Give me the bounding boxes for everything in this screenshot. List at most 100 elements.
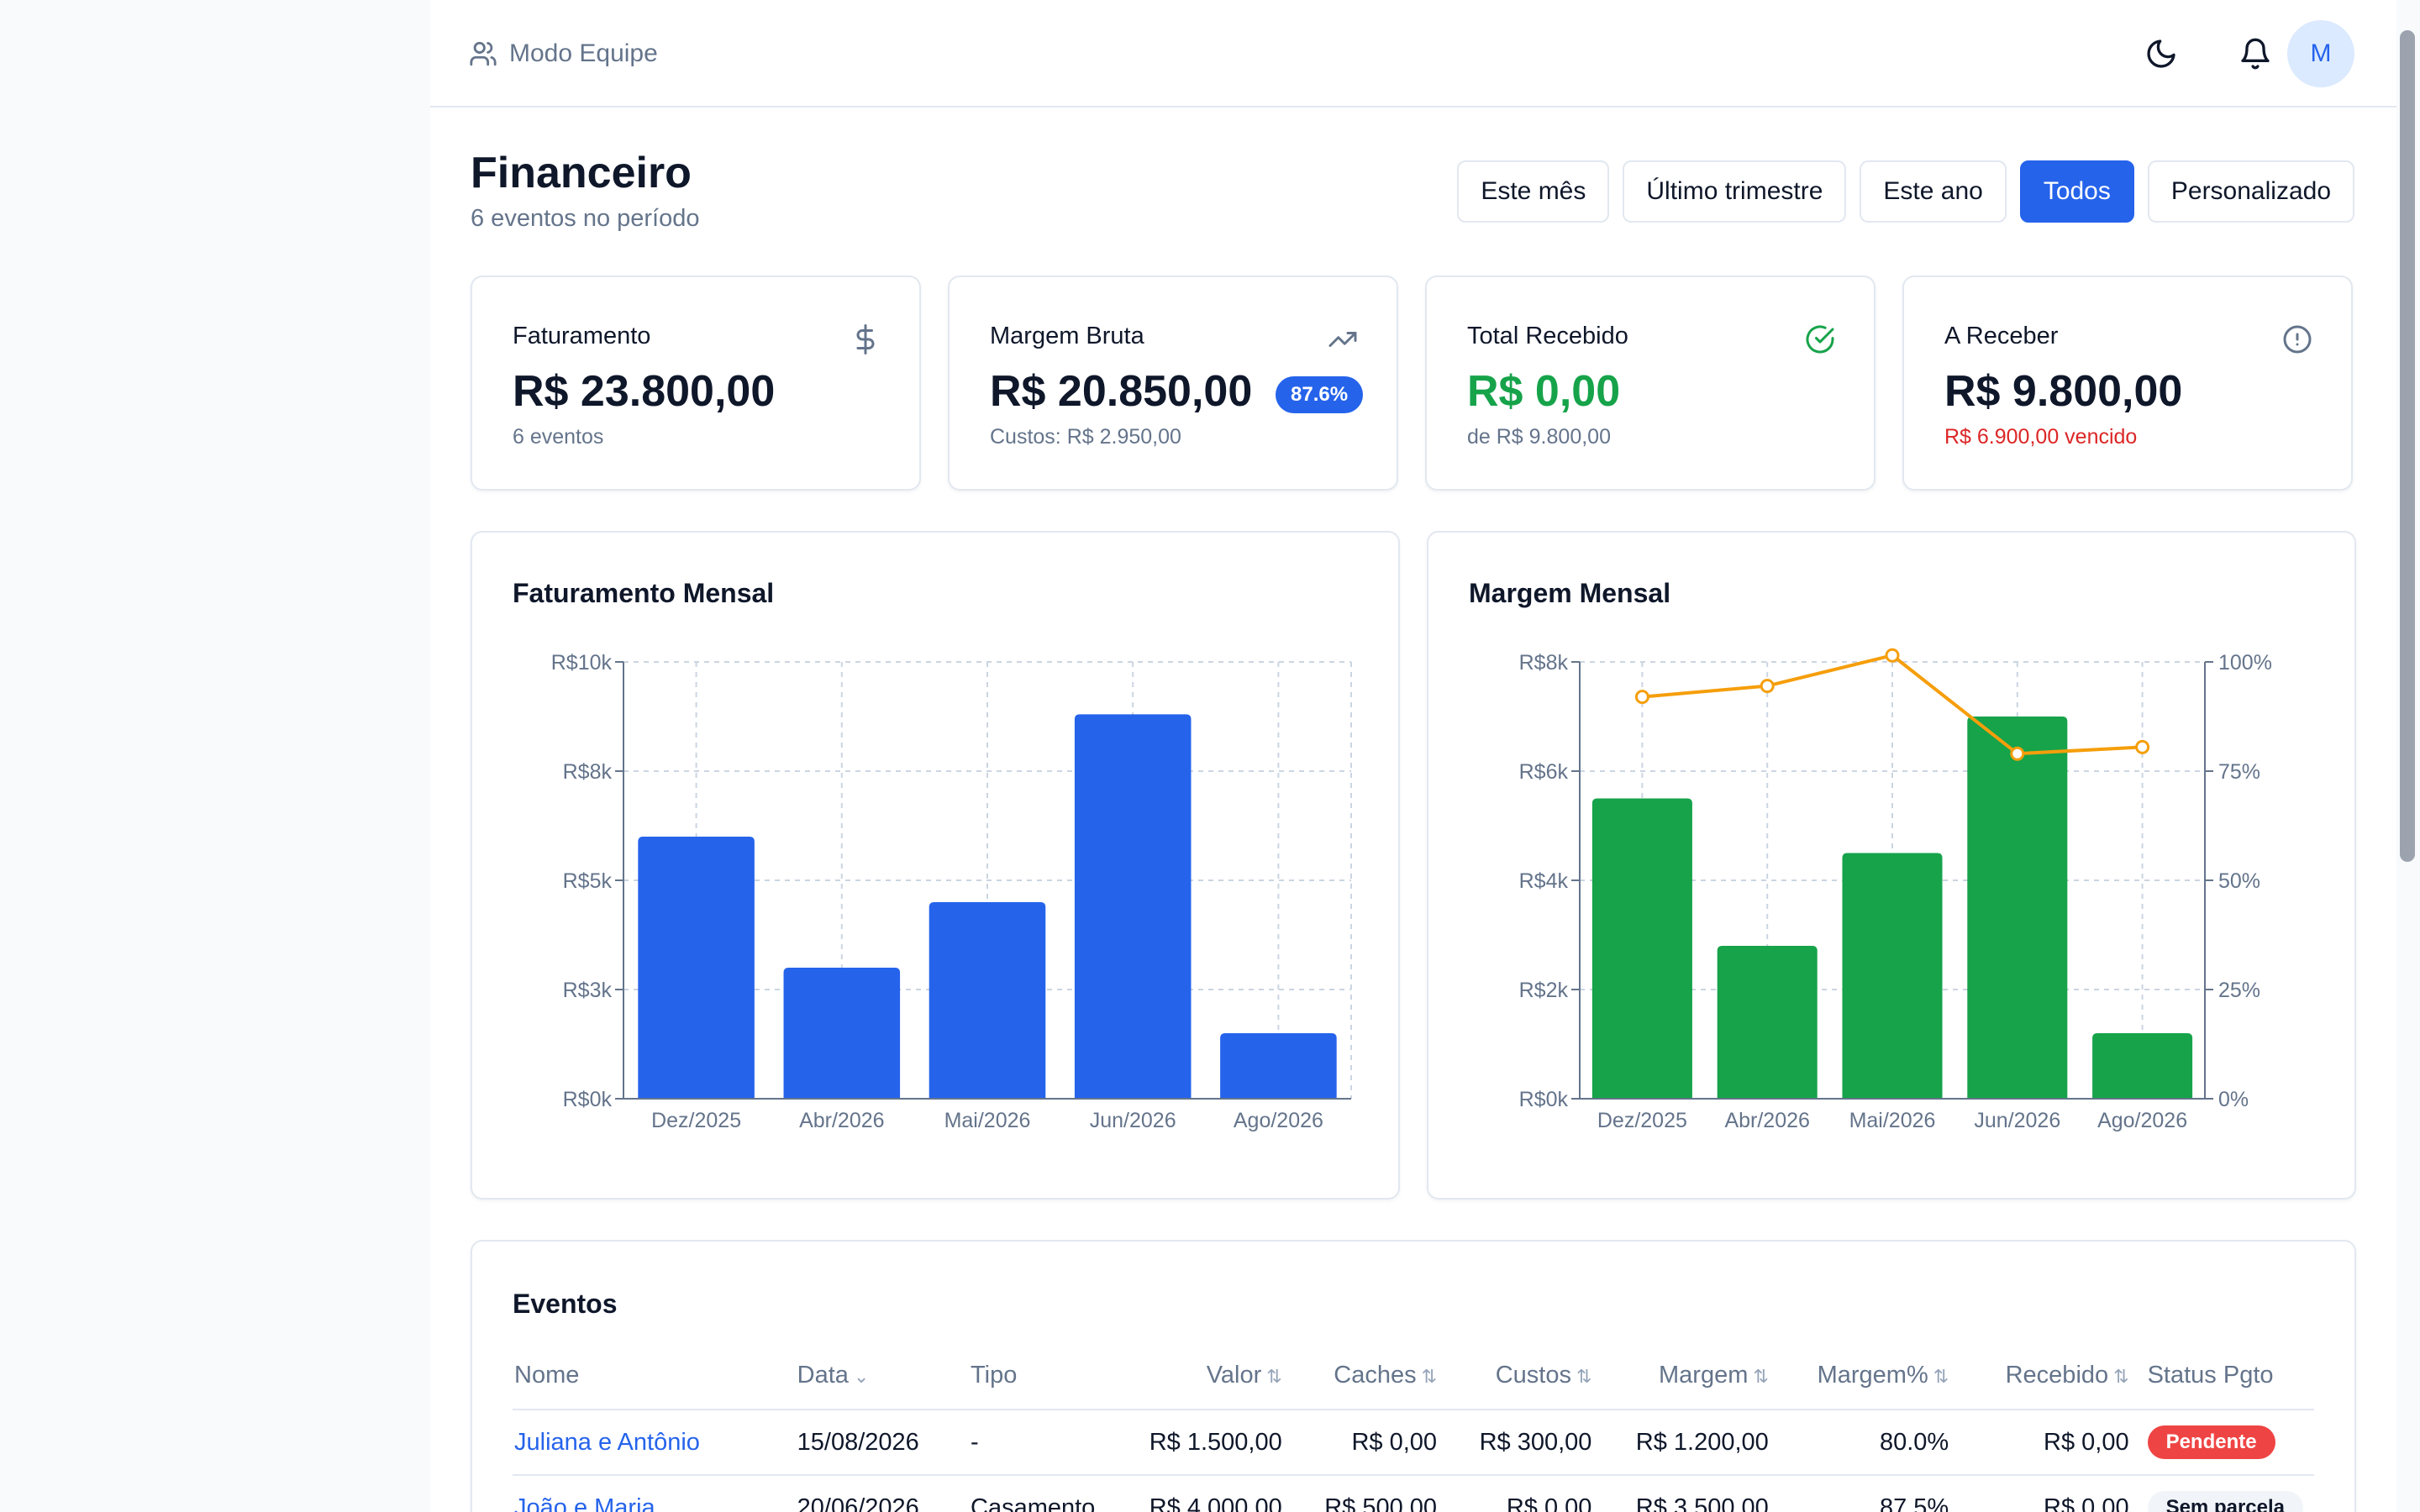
kpi-title: A Receber [1944, 323, 2059, 349]
event-costs: R$ 0,00 [1454, 1475, 1609, 1512]
sort-icon: ⇅ [1576, 1366, 1592, 1387]
kpi-subtext: de R$ 9.800,00 [1467, 425, 1611, 449]
bar [1717, 946, 1818, 1099]
column-header-margin[interactable]: Margem ⇅ [1608, 1342, 1786, 1410]
table-row[interactable]: João e Maria 20/06/2026 Casamento R$ 4.0… [513, 1475, 2314, 1512]
margin-combo-chart: R$0k R$2k R$4k R$6k R$8k 0% 25% 50% 75% 100% Dez/2… [1519, 648, 2272, 1132]
bar [783, 968, 901, 1099]
scrollbar-thumb[interactable] [2400, 30, 2415, 862]
filter-this-year-button[interactable]: Este ano [1860, 160, 2007, 223]
column-header-fees[interactable]: Caches ⇅ [1298, 1342, 1455, 1410]
status-badge: Pendente [2147, 1425, 2275, 1459]
kpi-card-gross-margin: Margem Bruta R$ 20.850,00 87.6% Custos: … [948, 276, 1398, 491]
bar [1591, 798, 1692, 1099]
x-tick-label: Dez/2025 [1597, 1109, 1687, 1132]
bar [1967, 717, 2068, 1099]
event-type: Casamento [969, 1475, 1143, 1512]
events-table: Nome Data ⌄ Tipo Valor ⇅ Caches ⇅ Custos ⇅ M… [513, 1342, 2314, 1512]
y2-tick-label: 75% [2218, 760, 2260, 784]
team-mode-toggle[interactable]: Modo Equipe [469, 35, 658, 72]
event-value: R$ 1.500,00 [1142, 1410, 1299, 1476]
event-received: R$ 0,00 [1965, 1475, 2146, 1512]
moon-icon [2147, 39, 2175, 68]
sort-icon: ⇅ [1266, 1366, 1282, 1387]
sort-icon: ⇅ [1421, 1366, 1438, 1387]
kpi-card-total-received: Total Recebido R$ 0,00 de R$ 9.800,00 [1425, 276, 1876, 491]
sort-icon: ⇅ [2113, 1366, 2129, 1387]
y-tick-label: R$8k [1519, 651, 1569, 675]
main-content: Modo Equipe M Financeiro 6 eventos no pe… [430, 0, 2396, 1512]
events-title: Eventos [513, 1289, 618, 1319]
x-tick-label: Ago/2026 [2097, 1109, 2187, 1132]
bar [2092, 1033, 2193, 1099]
team-mode-label: Modo Equipe [509, 39, 658, 67]
line-point [2010, 746, 2025, 761]
status-badge: Sem parcela [2147, 1491, 2303, 1512]
event-received: R$ 0,00 [1965, 1410, 2146, 1476]
event-value: R$ 4.000,00 [1142, 1475, 1299, 1512]
y-tick-label: R$0k [563, 1088, 613, 1111]
kpi-title: Margem Bruta [990, 323, 1144, 349]
bar [929, 902, 1046, 1099]
column-header-margin-percent[interactable]: Margem% ⇅ [1785, 1342, 1966, 1410]
line-point [1760, 679, 1775, 694]
x-tick-label: Mai/2026 [944, 1109, 1031, 1132]
column-header-name[interactable]: Nome [513, 1342, 796, 1410]
events-card: Eventos Nome Data ⌄ Tipo Valor ⇅ Caches ⇅ C… [471, 1240, 2356, 1512]
filter-last-quarter-button[interactable]: Último trimestre [1623, 160, 1847, 223]
column-header-type[interactable]: Tipo [969, 1342, 1143, 1410]
column-header-date[interactable]: Data ⌄ [795, 1342, 969, 1410]
margin-chart-card: Margem Mensal R$0k R$2k R$4k R$6k R$8k 0% 25% 5… [1427, 531, 2356, 1200]
column-header-received[interactable]: Recebido ⇅ [1965, 1342, 2146, 1410]
filter-custom-button[interactable]: Personalizado [2147, 160, 2354, 223]
bar [1074, 714, 1192, 1099]
page-title: Financeiro [471, 149, 692, 197]
alert-circle-icon [2283, 325, 2312, 354]
sidebar-area [0, 0, 430, 1512]
notifications-button[interactable] [2227, 25, 2284, 82]
column-header-payment-status[interactable]: Status Pgto [2145, 1342, 2314, 1410]
y-tick-label: R$6k [1519, 760, 1569, 784]
y2-tick-label: 50% [2218, 869, 2260, 893]
line-point [2135, 739, 2150, 754]
check-circle-icon [1806, 325, 1834, 354]
kpi-value: R$ 23.800,00 [513, 367, 776, 416]
event-date: 20/06/2026 [795, 1475, 969, 1512]
table-row[interactable]: Juliana e Antônio 15/08/2026 - R$ 1.500,… [513, 1410, 2314, 1476]
event-margin-percent: 80.0% [1785, 1410, 1966, 1476]
theme-toggle-button[interactable] [2133, 25, 2190, 82]
sort-icon: ⇅ [1753, 1366, 1769, 1387]
kpi-title: Total Recebido [1467, 323, 1628, 349]
x-tick-label: Mai/2026 [1849, 1109, 1936, 1132]
kpi-value: R$ 0,00 [1467, 367, 1621, 416]
x-tick-label: Dez/2025 [651, 1109, 741, 1132]
y-tick-label: R$5k [563, 869, 613, 893]
column-header-costs[interactable]: Custos ⇅ [1454, 1342, 1609, 1410]
event-name-link[interactable]: Juliana e Antônio [514, 1428, 700, 1456]
chart-title: Faturamento Mensal [513, 578, 775, 608]
users-icon [470, 41, 497, 66]
filter-this-month-button[interactable]: Este mês [1457, 160, 1610, 223]
top-bar: Modo Equipe M [430, 0, 2396, 108]
table-header-row: Nome Data ⌄ Tipo Valor ⇅ Caches ⇅ Custos ⇅ M… [513, 1342, 2314, 1410]
event-name-link[interactable]: João e Maria [514, 1494, 655, 1512]
x-tick-label: Ago/2026 [1234, 1109, 1323, 1132]
event-type: - [969, 1410, 1143, 1476]
filter-all-button[interactable]: Todos [2019, 160, 2134, 223]
kpi-value: R$ 20.850,00 [990, 367, 1253, 416]
y-tick-label: R$8k [563, 760, 613, 784]
y-tick-label: R$0k [1519, 1088, 1569, 1111]
avatar[interactable]: M [2287, 20, 2354, 87]
y-tick-label: R$4k [1519, 869, 1569, 893]
bar [638, 837, 755, 1099]
y-tick-label: R$3k [563, 979, 613, 1002]
kpi-card-revenue: Faturamento R$ 23.800,00 6 eventos [471, 276, 921, 491]
trending-up-icon [1328, 332, 1357, 347]
kpi-title: Faturamento [513, 323, 651, 349]
y-tick-label: R$10k [551, 651, 613, 675]
bell-icon [2241, 38, 2270, 70]
chart-title: Margem Mensal [1469, 578, 1671, 608]
chevron-down-icon: ⌄ [853, 1366, 870, 1387]
column-header-value[interactable]: Valor ⇅ [1142, 1342, 1299, 1410]
bar [1842, 853, 1943, 1099]
